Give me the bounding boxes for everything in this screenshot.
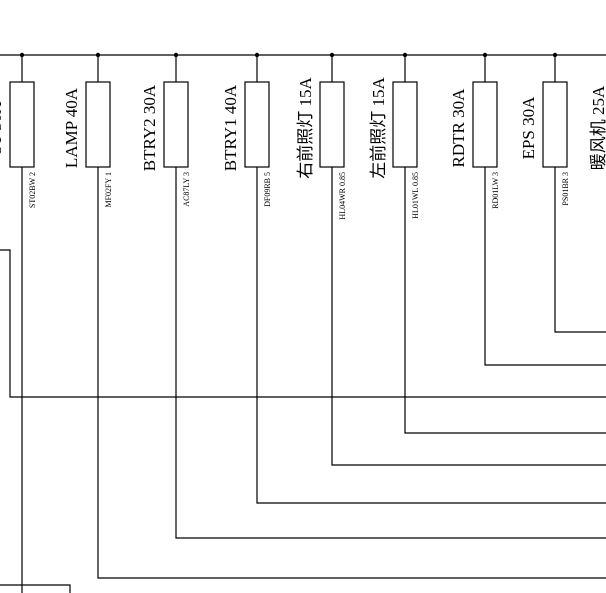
fuse-label: EPS 30A [519, 96, 538, 160]
fuse [244, 81, 270, 168]
wire [404, 167, 606, 434]
fuse-label: 右前照灯 15A [296, 77, 315, 179]
fuse [392, 81, 418, 168]
junction-dot [173, 52, 179, 58]
wire [0, 584, 71, 593]
wire-code: ST02BW 2 [28, 172, 37, 208]
fuse [542, 81, 568, 168]
wire [256, 167, 606, 504]
fuse-label: ST 30A [0, 101, 5, 155]
junction-dot [402, 52, 408, 58]
wire [0, 249, 606, 398]
wire [484, 167, 606, 366]
wire-code: HL04WR 0.85 [338, 172, 347, 220]
fuse-label: 左前照灯 15A [369, 77, 388, 179]
fuse-label: BTRY1 40A [221, 84, 240, 171]
fuse [9, 81, 35, 168]
wire-code: PS01BR 3 [561, 172, 570, 206]
fuse [163, 81, 189, 168]
wire-code: MF02FY 1 [104, 172, 113, 208]
fuse-label: 暖风机 25A [589, 85, 606, 170]
fuse-label: LAMP 40A [62, 87, 81, 168]
fuse [472, 81, 498, 168]
wire [97, 167, 606, 579]
junction-dot [19, 52, 25, 58]
fuse-label: BTRY2 30A [140, 84, 159, 171]
fuse-label: RDTR 30A [449, 88, 468, 168]
wire-code: AC87LY 3 [182, 172, 191, 207]
wire-code: RD01LW 3 [491, 172, 500, 209]
junction-dot [552, 52, 558, 58]
fuse [319, 81, 345, 168]
wire-code: HL01WL 0.85 [411, 172, 420, 219]
junction-dot [254, 52, 260, 58]
junction-dot [482, 52, 488, 58]
fuse [85, 81, 111, 168]
wire [331, 167, 606, 466]
wire-code: DF09RB 5 [263, 172, 272, 207]
junction-dot [329, 52, 335, 58]
junction-dot [95, 52, 101, 58]
wire [554, 167, 606, 333]
wire [175, 167, 606, 539]
